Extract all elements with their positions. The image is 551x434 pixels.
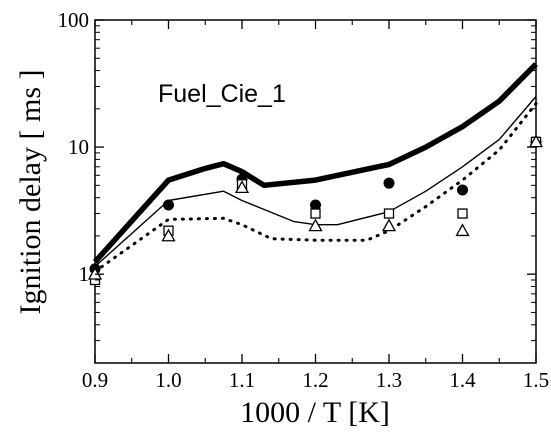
x-tick-label: 1.2: [302, 368, 328, 392]
series-line-thick-solid: [92, 62, 538, 264]
x-tick-label: 0.9: [82, 368, 108, 392]
y-tick-label: 10: [68, 135, 89, 159]
y-tick-label: 1: [79, 262, 90, 286]
y-axis-title: Ignition delay [ ms ]: [14, 70, 47, 315]
y-tick-label: 100: [58, 8, 90, 32]
series-line-thin-solid: [94, 96, 537, 268]
data-layer: [87, 62, 544, 286]
marker-filled-circle: [383, 177, 395, 189]
x-tick-label: 1.5: [523, 368, 549, 392]
marker-open-triangle: [234, 180, 250, 194]
marker-open-square: [457, 208, 468, 219]
series-line-dotted: [93, 102, 538, 273]
marker-open-triangle: [381, 218, 397, 232]
x-axis-title: 1000 / T [K]: [240, 396, 390, 429]
x-tick-label: 1.0: [155, 368, 181, 392]
marker-filled-circle: [457, 184, 468, 196]
tick-layer: 0.9 1.0 1.1 1.2 1.3 1.4 1.5 1 10 100: [58, 8, 550, 392]
annotation-label: Fuel_Cie_1: [158, 80, 286, 108]
marker-filled-circle: [310, 199, 321, 211]
marker-open-square: [310, 208, 321, 219]
x-tick-label: 1.1: [229, 368, 255, 392]
x-tick-label: 1.4: [449, 368, 476, 392]
marker-filled-circle: [163, 199, 174, 211]
marker-open-square: [383, 208, 395, 219]
marker-open-triangle: [308, 218, 323, 232]
marker-open-triangle: [161, 228, 176, 242]
x-tick-label: 1.3: [376, 368, 402, 392]
marker-open-triangle: [455, 223, 470, 237]
